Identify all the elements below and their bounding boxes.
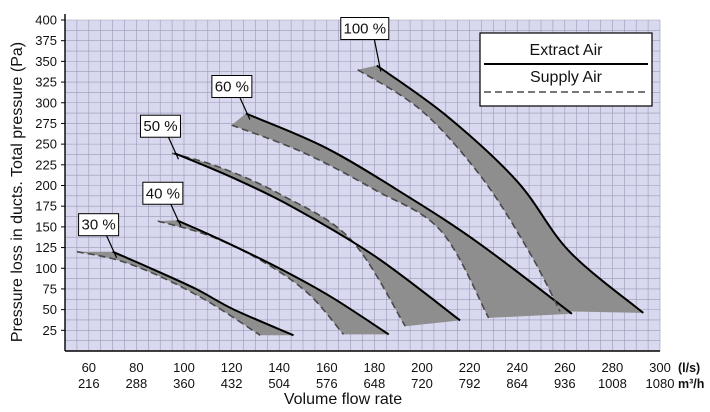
series-label: 40 % bbox=[146, 185, 180, 202]
label-leader bbox=[239, 97, 251, 120]
y-tick-label: 200 bbox=[35, 178, 57, 193]
series-label-box bbox=[139, 114, 181, 138]
label-leader bbox=[106, 235, 118, 258]
flow-band bbox=[76, 251, 294, 336]
x-tick-label: 220 bbox=[459, 360, 481, 375]
series-label: 50 % bbox=[143, 118, 177, 135]
x-unit-ls: (l/s) bbox=[678, 361, 700, 375]
x2-tick-label: 504 bbox=[268, 376, 290, 391]
series-label: 30 % bbox=[81, 217, 115, 234]
y-tick-label: 350 bbox=[35, 54, 57, 69]
y-tick-label: 75 bbox=[43, 281, 57, 296]
y-tick-label: 275 bbox=[35, 116, 57, 131]
series-label-box bbox=[142, 181, 184, 205]
y-tick-label: 125 bbox=[35, 240, 57, 255]
x2-tick-label: 936 bbox=[554, 376, 576, 391]
x2-tick-label: 864 bbox=[506, 376, 528, 391]
y-tick-label: 150 bbox=[35, 219, 57, 234]
x2-tick-label: 1080 bbox=[646, 376, 675, 391]
series-labels: 30 % 40 % 50 % 60 % 100 % bbox=[78, 17, 390, 258]
flow-lines bbox=[76, 64, 644, 337]
x-unit-m3h: m³/h bbox=[678, 377, 704, 391]
y-tick-label: 50 bbox=[43, 302, 57, 317]
series-label-box bbox=[78, 213, 120, 237]
x2-tick-label: 720 bbox=[411, 376, 433, 391]
extract-air-line bbox=[376, 64, 644, 314]
flow-band bbox=[357, 65, 644, 313]
extract-air-line bbox=[174, 152, 461, 322]
legend-extract-label: Extract Air bbox=[530, 42, 604, 59]
supply-air-line bbox=[357, 69, 561, 312]
label-leader bbox=[167, 136, 180, 160]
x2-tick-label: 360 bbox=[173, 376, 195, 391]
x-tick-label: 120 bbox=[221, 360, 243, 375]
extract-air-line bbox=[245, 112, 573, 315]
x2-tick-label: 792 bbox=[459, 376, 481, 391]
extract-air-line bbox=[112, 250, 294, 337]
y-tick-label: 325 bbox=[35, 75, 57, 90]
y-tick-label: 175 bbox=[35, 199, 57, 214]
flow-bands bbox=[76, 65, 644, 336]
series-label-box bbox=[211, 75, 253, 99]
series-label-box bbox=[340, 17, 390, 41]
y-tick-label: 250 bbox=[35, 137, 57, 152]
x-axis-title: Volume flow rate bbox=[284, 391, 402, 408]
y-tick-label: 100 bbox=[35, 261, 57, 276]
flow-band bbox=[231, 113, 572, 318]
y-tick-label: 225 bbox=[35, 157, 57, 172]
x-tick-label: 80 bbox=[129, 360, 143, 375]
x-tick-label: 200 bbox=[411, 360, 433, 375]
x2-tick-label: 648 bbox=[364, 376, 386, 391]
supply-air-line bbox=[76, 250, 261, 336]
y-tick-label: 25 bbox=[43, 323, 57, 338]
x-tick-label: 60 bbox=[82, 360, 96, 375]
x2-tick-label: 1008 bbox=[598, 376, 627, 391]
label-leader bbox=[170, 204, 182, 227]
series-label: 60 % bbox=[215, 79, 249, 96]
supply-air-line bbox=[157, 220, 345, 335]
tick-labels: 25 50 75 100 125 150 175 200 225 250 275 300 325 350 3… bbox=[35, 13, 674, 392]
x-tick-label: 240 bbox=[506, 360, 528, 375]
x2-tick-label: 576 bbox=[316, 376, 338, 391]
x-tick-label: 180 bbox=[364, 360, 386, 375]
label-leader bbox=[373, 39, 382, 72]
flow-band bbox=[157, 220, 389, 335]
x-tick-label: 260 bbox=[554, 360, 576, 375]
axes bbox=[64, 14, 660, 352]
y-tick-label: 375 bbox=[35, 33, 57, 48]
supply-air-line bbox=[231, 124, 490, 319]
supply-air-line bbox=[171, 152, 406, 327]
x-tick-label: 140 bbox=[268, 360, 290, 375]
x2-tick-label: 216 bbox=[78, 376, 100, 391]
x-tick-label: 100 bbox=[173, 360, 195, 375]
extract-air-line bbox=[176, 219, 390, 336]
y-tick-label: 400 bbox=[35, 13, 57, 28]
x-tick-label: 300 bbox=[649, 360, 671, 375]
x2-tick-label: 432 bbox=[221, 376, 243, 391]
flow-band bbox=[172, 153, 461, 327]
legend-supply-label: Supply Air bbox=[530, 69, 603, 86]
y-axis-title: Pressure loss in ducts. Total pressure (… bbox=[9, 42, 26, 342]
y-tick-label: 300 bbox=[35, 95, 57, 110]
legend: Extract Air Supply Air bbox=[479, 32, 653, 107]
series-label: 100 % bbox=[344, 21, 387, 38]
x2-tick-label: 288 bbox=[126, 376, 148, 391]
legend-box bbox=[479, 32, 653, 107]
x-tick-label: 160 bbox=[316, 360, 338, 375]
x-tick-label: 280 bbox=[602, 360, 624, 375]
